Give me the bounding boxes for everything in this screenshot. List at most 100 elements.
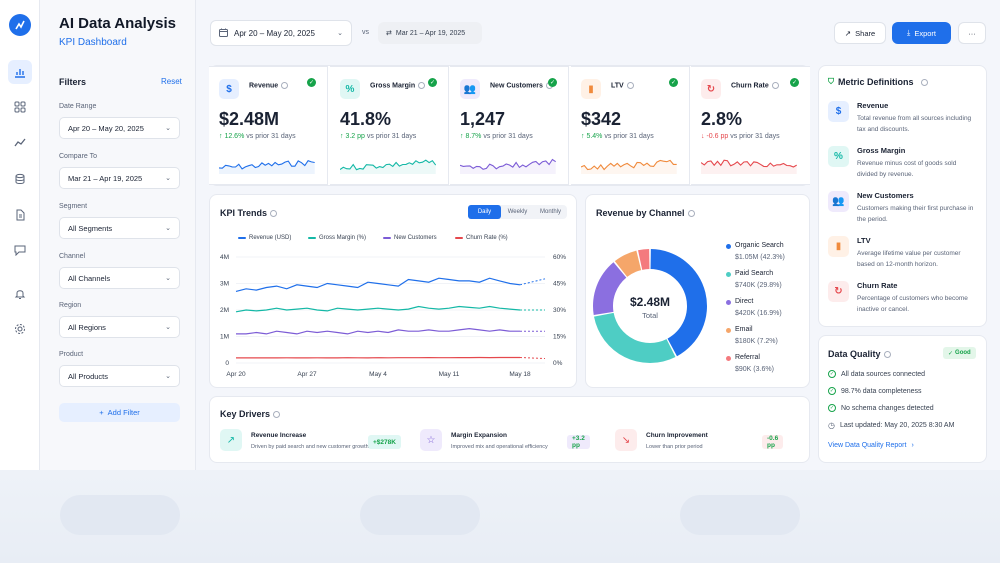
bell-icon[interactable] bbox=[8, 282, 32, 306]
chevron-down-icon: ⌄ bbox=[165, 324, 171, 331]
tab-monthly[interactable]: Monthly bbox=[539, 209, 561, 215]
tab-daily[interactable]: Daily bbox=[468, 205, 501, 219]
icon-rail bbox=[0, 0, 40, 563]
check-icon: ✓ bbox=[428, 78, 437, 87]
select-value: All Channels bbox=[68, 273, 111, 283]
info-icon bbox=[273, 411, 281, 419]
kpi-name-text: LTV bbox=[611, 82, 624, 90]
donut-slice-organic-search[interactable] bbox=[650, 249, 707, 357]
more-button[interactable]: ··· bbox=[958, 22, 986, 44]
clock-icon: ◷ bbox=[828, 421, 835, 430]
metric-description: Total revenue from all sources including… bbox=[857, 115, 972, 133]
export-button[interactable]: ⤓ Export bbox=[892, 22, 951, 44]
sparkline-line bbox=[701, 159, 797, 168]
sparkline-line bbox=[460, 158, 556, 170]
add-filter-button[interactable]: + Add Filter bbox=[59, 403, 180, 422]
check-circle-icon: ✓ bbox=[828, 370, 836, 378]
kpi-name: LTV bbox=[611, 82, 634, 89]
filter-label-region: Region bbox=[59, 302, 82, 309]
share-button[interactable]: ↗ Share bbox=[834, 22, 886, 44]
info-icon bbox=[418, 82, 426, 89]
filters-title: Filters bbox=[59, 77, 87, 87]
region-select[interactable]: All Regions ⌄ bbox=[59, 316, 180, 338]
x-tick: May 11 bbox=[439, 371, 460, 378]
download-icon: ⤓ bbox=[906, 28, 911, 37]
product-select[interactable]: All Products ⌄ bbox=[59, 365, 180, 387]
metric-name: New Customers bbox=[857, 191, 914, 200]
compare-range-picker[interactable]: ⇄ Mar 21 – Apr 19, 2025 bbox=[378, 22, 482, 44]
database-icon[interactable] bbox=[8, 167, 32, 191]
channel-legend-item: Direct $420K (16.9%) bbox=[726, 298, 782, 317]
metric-icon: $ bbox=[828, 101, 849, 122]
kpi-name-text: Gross Margin bbox=[370, 82, 416, 90]
donut-slice-email[interactable] bbox=[614, 250, 642, 277]
chart-icon[interactable] bbox=[8, 60, 32, 84]
dq-last-updated: ◷ Last updated: May 20, 2025 8:30 AM bbox=[828, 421, 954, 430]
dq-check-label: 98.7% data completeness bbox=[841, 387, 922, 395]
driver-name: Churn Improvement bbox=[646, 432, 708, 439]
kpi-value: $342 bbox=[581, 109, 622, 129]
chart-logo-icon[interactable] bbox=[9, 14, 31, 36]
channel-name: Email bbox=[735, 326, 753, 333]
blurred-overlay bbox=[0, 470, 1000, 563]
blur-shape bbox=[60, 495, 180, 535]
sparkline-line bbox=[219, 160, 315, 170]
kpi-icon: % bbox=[340, 79, 360, 99]
chevron-down-icon: ⌄ bbox=[165, 373, 171, 380]
kpi-card-new-customers[interactable]: 👥 New Customers ✓ 1,247 ↑ 8.7% vs prior … bbox=[450, 66, 569, 185]
y-right-tick: 60% bbox=[553, 254, 566, 261]
compare-to-select[interactable]: Mar 21 – Apr 19, 2025 ⌄ bbox=[59, 167, 180, 189]
chat-icon[interactable] bbox=[8, 238, 32, 262]
kpi-sparkline bbox=[581, 159, 677, 174]
reset-button[interactable]: Reset bbox=[161, 77, 182, 86]
kpi-name: Revenue bbox=[249, 82, 289, 89]
kpi-card-revenue[interactable]: $ Revenue ✓ $2.48M ↑ 12.6% vs prior 31 d… bbox=[209, 66, 328, 185]
data-quality-title: Data Quality bbox=[828, 349, 891, 359]
filter-label-date-range: Date Range bbox=[59, 103, 97, 110]
channel-name: Direct bbox=[735, 298, 754, 305]
kpi-card-ltv[interactable]: ▮ LTV ✓ $342 ↑ 5.4% vs prior 31 days bbox=[571, 66, 690, 185]
date-range-select[interactable]: Apr 20 – May 20, 2025 ⌄ bbox=[59, 117, 180, 139]
kpi-delta: ↑ 12.6% vs prior 31 days bbox=[219, 133, 296, 140]
grid-icon[interactable] bbox=[8, 95, 32, 119]
info-icon bbox=[687, 210, 695, 218]
view-dq-report-link[interactable]: View Data Quality Report › bbox=[828, 442, 914, 449]
channel-select[interactable]: All Channels ⌄ bbox=[59, 267, 180, 289]
x-tick: Apr 27 bbox=[297, 371, 317, 378]
kpi-name-text: New Customers bbox=[490, 82, 543, 90]
select-value: Mar 21 – Apr 19, 2025 bbox=[68, 173, 143, 183]
channel-detail: $740K (29.8%) bbox=[735, 282, 782, 289]
donut-slice-referral[interactable] bbox=[638, 249, 650, 270]
donut-center-label: Total bbox=[642, 311, 658, 320]
kpi-card-churn-rate[interactable]: ↻ Churn Rate ✓ 2.8% ↓ -0.6 pp vs prior 3… bbox=[691, 66, 810, 185]
document-icon[interactable] bbox=[8, 203, 32, 227]
donut-slice-paid-search[interactable] bbox=[594, 312, 676, 363]
export-label: Export bbox=[914, 28, 936, 38]
legend-revenue: Revenue (USD) bbox=[238, 235, 291, 241]
sparkline-area bbox=[340, 160, 436, 174]
donut-slice-direct[interactable] bbox=[593, 262, 627, 315]
share-label: Share bbox=[855, 28, 876, 38]
calendar-icon bbox=[219, 28, 228, 39]
legend-gross-margin: Gross Margin (%) bbox=[308, 235, 366, 241]
metric-icon: % bbox=[828, 146, 849, 167]
kpi-value: 2.8% bbox=[701, 109, 743, 129]
data-quality-title-text: Data Quality bbox=[828, 349, 881, 359]
segment-select[interactable]: All Segments ⌄ bbox=[59, 217, 180, 239]
metric-icon: 👥 bbox=[828, 191, 849, 212]
check-icon: ✓ bbox=[307, 78, 316, 87]
driver-name: Revenue Increase bbox=[251, 432, 307, 439]
kpi-delta-text: vs prior 31 days bbox=[730, 133, 780, 140]
trend-icon[interactable] bbox=[8, 131, 32, 155]
date-range-picker[interactable]: Apr 20 – May 20, 2025 ⌄ bbox=[210, 20, 352, 46]
key-drivers-title-text: Key Drivers bbox=[220, 409, 271, 419]
gear-icon[interactable] bbox=[8, 317, 32, 341]
kpi-card-gross-margin[interactable]: % Gross Margin ✓ 41.8% ↑ 3.2 pp vs prior… bbox=[330, 66, 449, 185]
kpi-sparkline bbox=[340, 159, 436, 174]
tab-weekly[interactable]: Weekly bbox=[507, 209, 528, 215]
channel-legend-item: Paid Search $740K (29.8%) bbox=[726, 270, 782, 289]
dq-check-completeness: ✓ 98.7% data completeness bbox=[828, 387, 922, 395]
check-circle-icon: ✓ bbox=[828, 387, 836, 395]
legend-dot bbox=[726, 300, 731, 305]
